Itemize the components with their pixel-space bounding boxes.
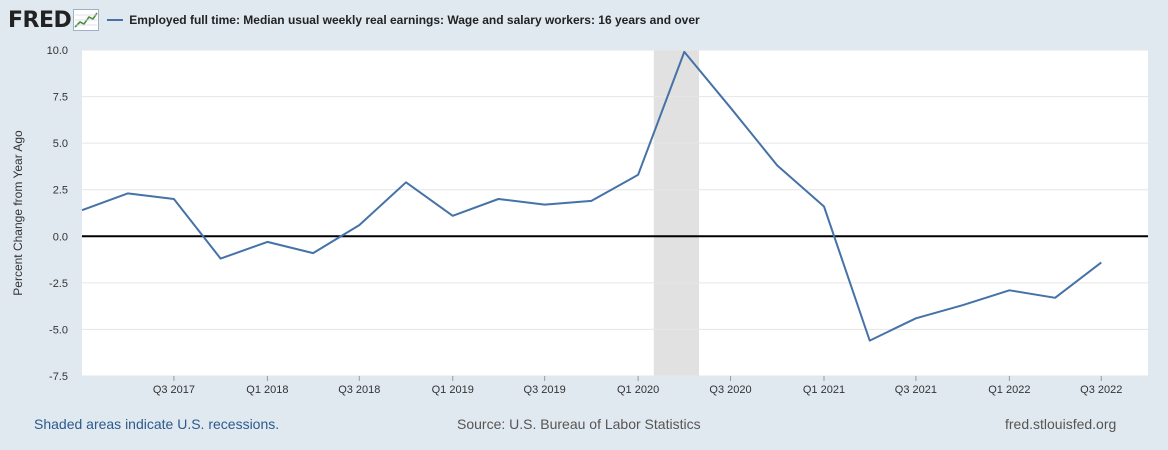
- y-tick-label: -2.5: [49, 278, 68, 290]
- y-tick-label: -7.5: [49, 371, 68, 383]
- x-tick-label: Q3 2017: [153, 384, 195, 396]
- series-line: [81, 50, 1102, 342]
- x-tick-label: Q3 2018: [338, 384, 380, 396]
- y-tick-label: 2.5: [53, 185, 68, 197]
- x-tick-label: Q1 2020: [617, 384, 659, 396]
- y-tick-label: -5.0: [49, 324, 68, 336]
- fred-url[interactable]: fred.stlouisfed.org: [1005, 416, 1117, 432]
- recession-note: Shaded areas indicate U.S. recessions.: [34, 416, 280, 432]
- x-tick-label: Q1 2021: [803, 384, 845, 396]
- line-chart-icon: [73, 9, 100, 31]
- source-note: Source: U.S. Bureau of Labor Statistics: [457, 416, 701, 432]
- x-tick-label: Q3 2022: [1080, 384, 1122, 396]
- y-tick-label: 5.0: [53, 138, 68, 150]
- recession-band: [653, 50, 700, 376]
- chart-header: FRED Employed full time: Median usual we…: [8, 4, 1160, 36]
- y-tick-label: 10.0: [47, 45, 68, 57]
- x-tick-label: Q3 2021: [895, 384, 937, 396]
- y-tick-label: 0.0: [53, 231, 68, 243]
- legend-swatch: [107, 19, 124, 21]
- y-axis-label: Percent Change from Year Ago: [11, 130, 25, 296]
- legend-series-label[interactable]: Employed full time: Median usual weekly …: [129, 13, 700, 27]
- x-tick-label: Q1 2018: [246, 384, 288, 396]
- chart-area: 10.0 7.5 5.0 2.5 0.0 -2.5 -5.0 -7.5 Q3 2017 Q1 20…: [11, 45, 1148, 396]
- x-tick-label: Q3 2019: [524, 384, 566, 396]
- plot-background: [82, 50, 1148, 376]
- x-tick-label: Q1 2022: [988, 384, 1030, 396]
- y-tick-label: 7.5: [53, 92, 68, 104]
- x-tick-label: Q3 2020: [709, 384, 751, 396]
- fred-logo[interactable]: FRED: [8, 7, 72, 33]
- x-tick-label: Q1 2019: [432, 384, 474, 396]
